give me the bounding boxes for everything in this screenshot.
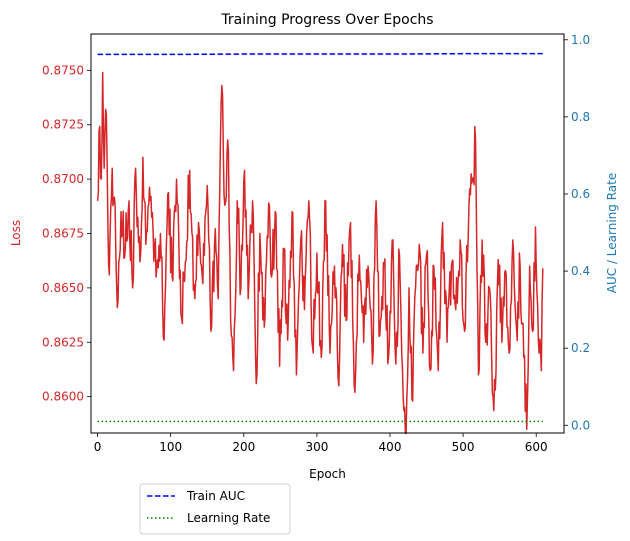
y-left-tick-label: 0.8675 (42, 227, 84, 241)
x-tick-label: 200 (232, 440, 255, 454)
y-axis-left: 0.8600 0.8625 0.8650 0.8675 0.8700 0.8725 0.87… (42, 63, 91, 404)
legend-box (139, 483, 291, 535)
y-axis-right-label: AUC / Learning Rate (605, 173, 619, 293)
x-tick-label: 400 (379, 440, 402, 454)
plot-frame (90, 33, 565, 434)
series-line-loss (96, 71, 544, 435)
legend-label-learning-rate: Learning Rate (187, 511, 270, 525)
x-tick-label: 100 (159, 440, 182, 454)
x-axis-label: Epoch (309, 467, 346, 481)
y-axis-left-label: Loss (9, 220, 23, 246)
y-left-tick-label: 0.8650 (42, 281, 84, 295)
legend-label-train-auc: Train AUC (186, 489, 245, 503)
legend: Train AUC Learning Rate (139, 483, 291, 535)
x-axis: 0 100 200 300 400 500 600 (94, 433, 548, 454)
y-right-tick-label: 0.2 (571, 341, 590, 355)
y-axis-right: 0.0 0.2 0.4 0.6 0.8 1.0 (564, 33, 590, 432)
y-right-tick-label: 0.6 (571, 187, 590, 201)
y-left-tick-label: 0.8625 (42, 335, 84, 349)
y-left-tick-label: 0.8600 (42, 390, 84, 404)
x-tick-label: 300 (305, 440, 328, 454)
x-tick-label: 500 (452, 440, 475, 454)
x-tick-label: 0 (94, 440, 102, 454)
plot-area (96, 52, 544, 435)
y-right-tick-label: 0.8 (571, 110, 590, 124)
y-right-tick-label: 0.0 (571, 418, 590, 432)
series-line-train-auc (97, 52, 543, 56)
chart-title: Training Progress Over Epochs (220, 12, 433, 28)
y-left-tick-label: 0.8725 (42, 118, 84, 132)
y-right-tick-label: 0.4 (571, 264, 590, 278)
x-tick-label: 600 (525, 440, 548, 454)
y-left-tick-label: 0.8750 (42, 63, 84, 77)
y-left-tick-label: 0.8700 (42, 172, 84, 186)
y-right-tick-label: 1.0 (571, 33, 590, 47)
